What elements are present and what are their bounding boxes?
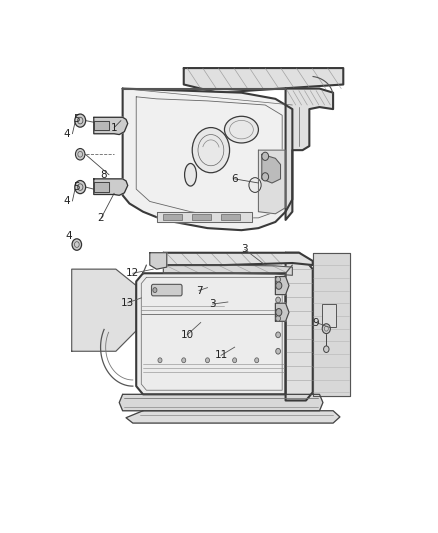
Text: 13: 13 [121,298,134,308]
Circle shape [254,358,259,363]
Circle shape [322,324,330,334]
Polygon shape [184,68,343,93]
Polygon shape [156,212,251,222]
Polygon shape [72,269,136,351]
Circle shape [75,149,85,160]
Circle shape [276,309,282,316]
Bar [192,214,211,220]
Circle shape [262,152,268,160]
Polygon shape [276,303,289,321]
Text: 7: 7 [196,286,202,295]
Circle shape [205,358,209,363]
Text: 6: 6 [231,174,238,184]
Text: 11: 11 [215,350,228,360]
Polygon shape [262,154,280,183]
Polygon shape [286,88,333,220]
Text: 4: 4 [65,231,72,241]
Polygon shape [94,117,128,134]
Circle shape [276,297,280,303]
Circle shape [249,177,261,192]
Circle shape [75,114,86,127]
Text: 5: 5 [74,115,80,124]
Circle shape [182,358,186,363]
Text: 10: 10 [180,330,194,340]
Polygon shape [286,253,313,400]
Text: 4: 4 [64,129,70,139]
Circle shape [276,282,282,289]
Text: 5: 5 [74,182,80,192]
Text: 3: 3 [209,299,216,309]
Text: 9: 9 [313,318,319,327]
Circle shape [276,349,280,354]
Text: 12: 12 [126,268,139,278]
Circle shape [276,332,280,338]
Text: 8: 8 [101,170,107,180]
Text: 2: 2 [97,213,104,223]
Ellipse shape [225,116,258,143]
Bar [322,304,336,327]
Polygon shape [119,394,323,411]
Circle shape [192,127,230,173]
Circle shape [72,239,81,251]
Polygon shape [94,182,109,192]
Polygon shape [123,88,293,230]
Circle shape [158,358,162,363]
Circle shape [276,316,280,321]
Polygon shape [163,253,313,265]
Text: 4: 4 [64,196,70,206]
Text: 3: 3 [241,245,248,254]
Circle shape [324,346,329,352]
Polygon shape [136,273,286,394]
Circle shape [262,173,268,181]
Ellipse shape [184,164,197,186]
Polygon shape [276,277,289,295]
Circle shape [75,181,86,193]
FancyBboxPatch shape [152,284,182,296]
Polygon shape [150,253,167,269]
Polygon shape [163,265,293,276]
Circle shape [153,288,157,293]
Text: 1: 1 [111,123,117,133]
Bar [163,214,182,220]
Polygon shape [94,179,128,195]
Bar [221,214,240,220]
Circle shape [233,358,237,363]
Polygon shape [94,120,109,131]
Polygon shape [258,150,286,214]
Circle shape [276,277,280,282]
Polygon shape [126,411,340,423]
Polygon shape [313,253,350,397]
